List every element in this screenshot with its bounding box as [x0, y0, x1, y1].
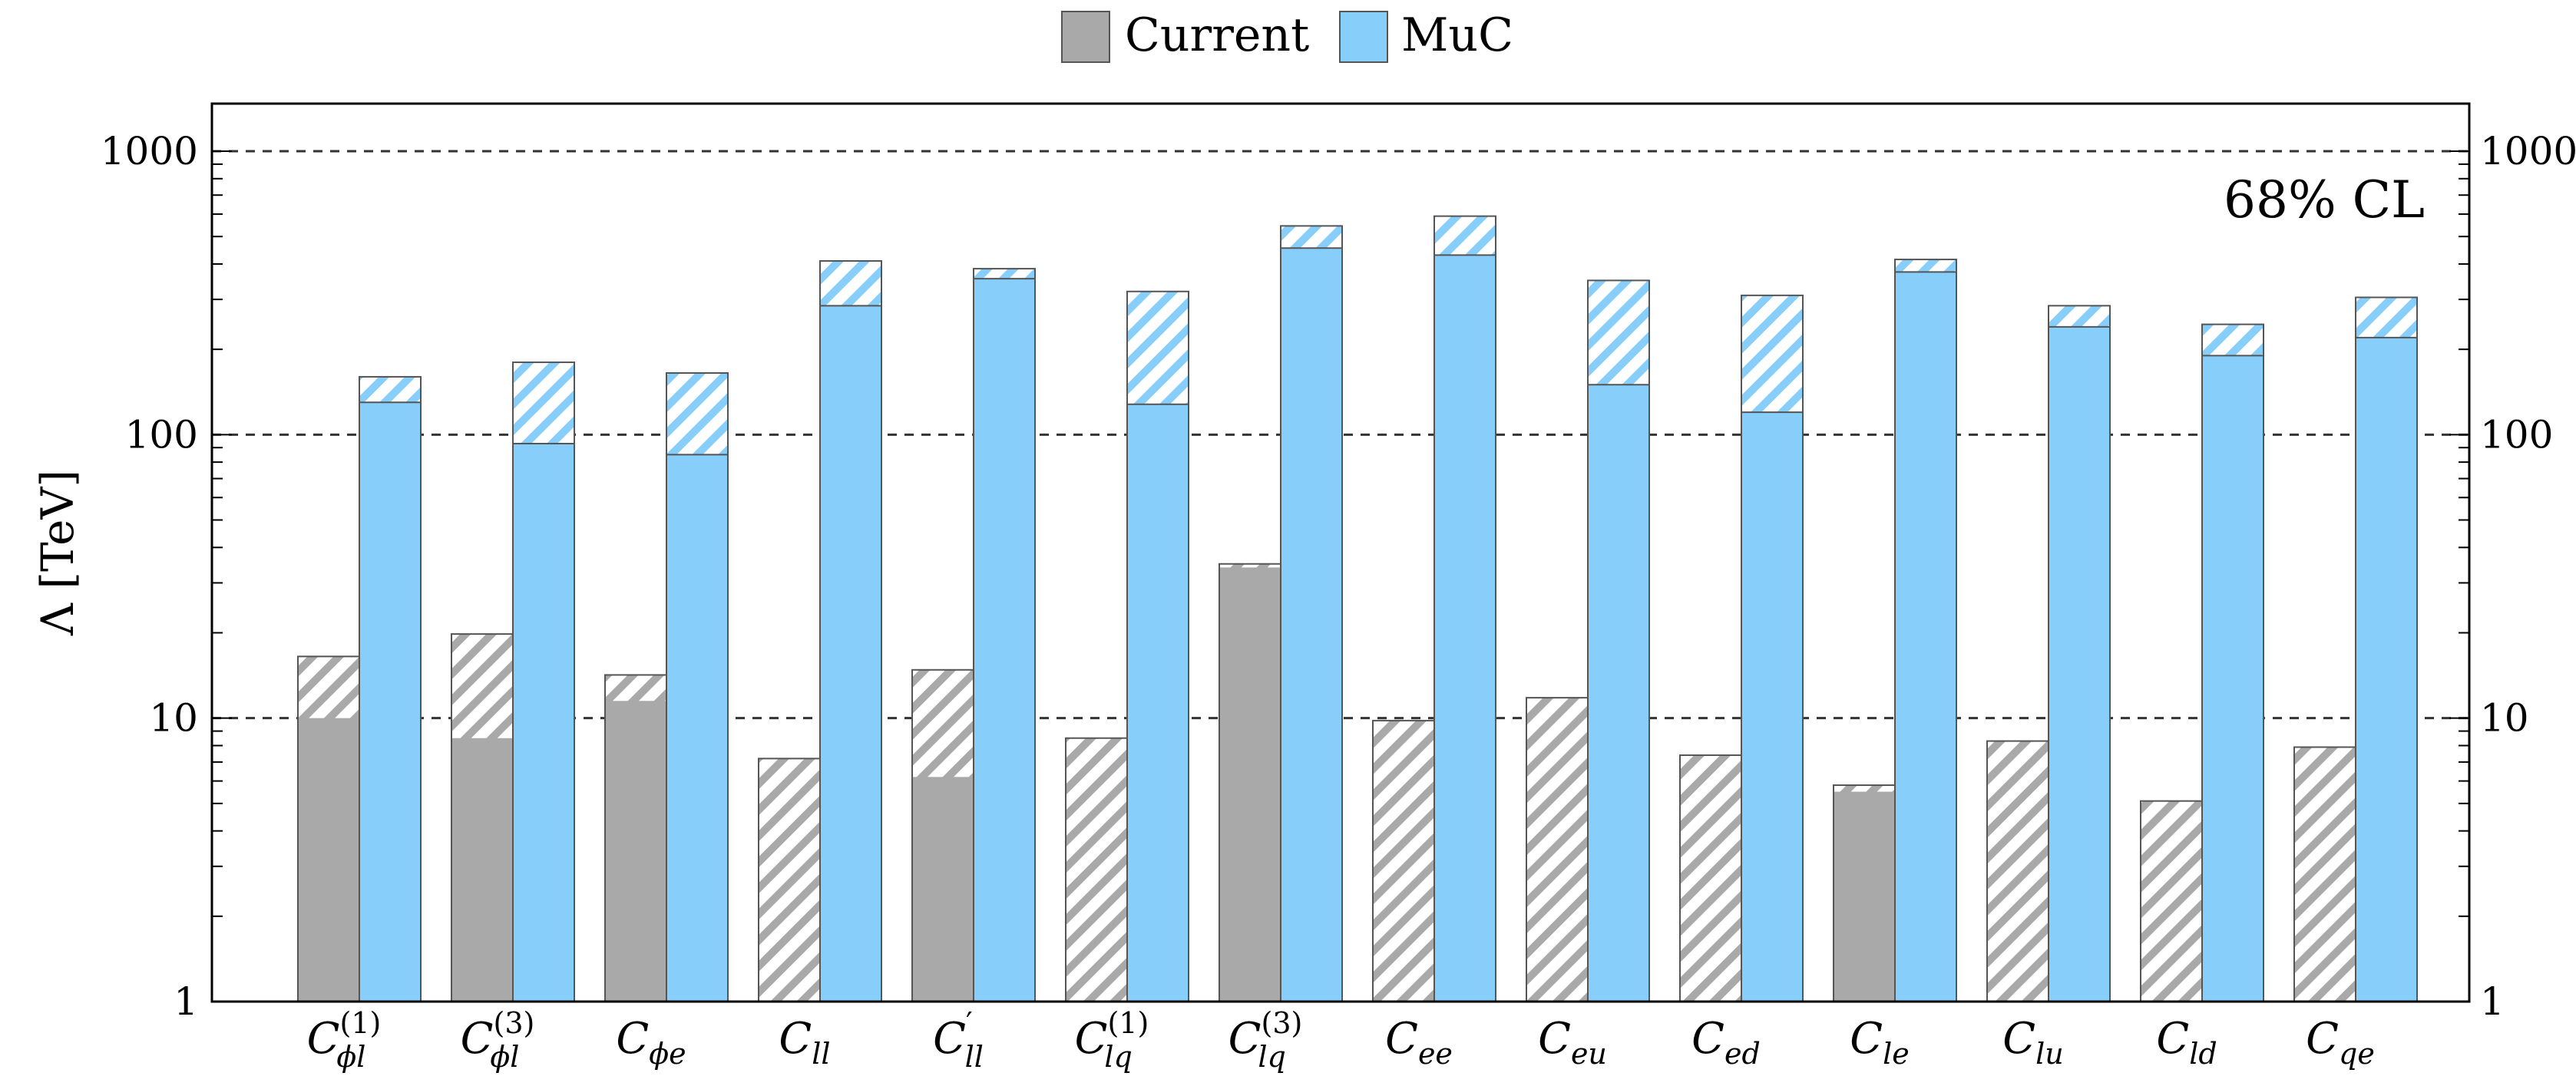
bar-current-solid: [1834, 791, 1895, 1002]
bar-current-hatched: [1680, 754, 1741, 1002]
x-category-label: C(3) lq: [1228, 1006, 1303, 1074]
bar-muc-solid: [2356, 337, 2417, 1002]
bar-current-hatched: [1373, 720, 1434, 1002]
y-axis-label: Λ [TeV]: [31, 470, 84, 636]
bar-current-hatched: [2141, 800, 2202, 1002]
bar-current-solid: [605, 701, 666, 1002]
bar-muc-solid: [820, 305, 881, 1002]
bar-muc-solid: [666, 454, 728, 1002]
x-category-label: Cqe: [2306, 1014, 2375, 1071]
x-category-label: Ced: [1691, 1014, 1761, 1071]
x-category-label: Cle: [1850, 1014, 1910, 1071]
x-category-label: Ceu: [1538, 1014, 1607, 1071]
bar-current-solid: [298, 718, 359, 1002]
bar-muc-solid: [513, 443, 574, 1002]
x-category-label: C(1) ϕl: [307, 1006, 382, 1074]
bar-current-solid: [912, 777, 974, 1002]
x-category-label: Cld: [2156, 1014, 2217, 1071]
x-category-label: Cϕe: [616, 1014, 686, 1071]
legend: Current MuC: [1061, 8, 1513, 63]
y-axis-ticks: 1 1 10 10 100 100 1000 1000: [101, 129, 2576, 1024]
bar-current-hatched: [1526, 698, 1588, 1002]
bar-muc-solid: [1281, 248, 1342, 1002]
bars-layer: [297, 215, 2418, 1003]
legend-swatch-muc: [1339, 11, 1388, 63]
x-category-label: Clu: [2002, 1014, 2064, 1071]
y-tick-label-right: 100: [2480, 412, 2553, 457]
y-tick-label-left: 1000: [101, 129, 198, 173]
legend-swatch-current: [1061, 11, 1110, 63]
bar-current-solid: [1219, 567, 1281, 1002]
plot-frame: [210, 102, 2471, 1003]
x-category-label: C(1) lq: [1075, 1006, 1149, 1074]
bar-current-hatched: [1987, 741, 2049, 1002]
legend-label-muc: MuC: [1401, 8, 1513, 62]
bar-current-hatched: [2294, 747, 2356, 1002]
legend-label-current: Current: [1125, 8, 1309, 62]
y-tick-label-right: 1000: [2480, 129, 2576, 173]
y-tick-label-right: 10: [2480, 696, 2529, 741]
x-axis-labels: C(1) ϕl C(3) ϕl Cϕe Cll C′ ll C(1) lq C(3) lq Cee Ceu…: [307, 1006, 2375, 1074]
bar-current-hatched: [759, 758, 820, 1002]
bar-muc-solid: [1588, 385, 1649, 1002]
bar-muc-solid: [974, 279, 1035, 1002]
bar-muc-solid: [1434, 255, 1496, 1002]
y-tick-label-left: 10: [149, 696, 198, 741]
x-category-label: Cee: [1385, 1014, 1453, 1071]
bar-muc-solid: [1895, 272, 1956, 1002]
confidence-level-annotation: 68% CL: [2224, 170, 2425, 229]
y-tick-label-left: 1: [174, 979, 198, 1024]
bar-current-hatched: [1066, 738, 1127, 1002]
bar-muc-solid: [1127, 404, 1189, 1002]
x-category-label: C(3) ϕl: [461, 1006, 535, 1074]
bar-muc-solid: [359, 402, 421, 1002]
x-category-label: C′ ll: [933, 1006, 984, 1074]
y-tick-label-left: 100: [125, 412, 198, 457]
bar-current-solid: [451, 738, 513, 1002]
y-tick-label-right: 1: [2480, 979, 2505, 1024]
bar-muc-solid: [2202, 355, 2264, 1002]
bar-muc-solid: [2049, 326, 2110, 1002]
x-category-label: Cll: [779, 1014, 830, 1071]
bar-muc-solid: [1741, 412, 1803, 1002]
